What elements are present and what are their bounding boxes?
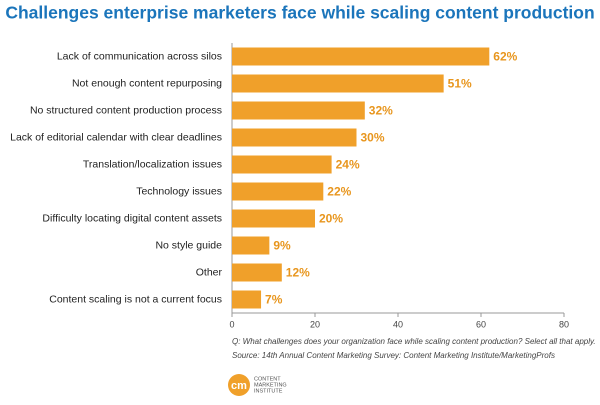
y-tick-label: Difficulty locating digital content asse… bbox=[42, 212, 222, 224]
y-tick-label: Other bbox=[196, 266, 223, 278]
y-tick-label: Content scaling is not a current focus bbox=[49, 293, 222, 305]
x-tick-label: 80 bbox=[559, 319, 569, 329]
note: Q: What challenges does your organizatio… bbox=[232, 337, 596, 346]
value-label: 51% bbox=[448, 77, 472, 91]
bar bbox=[232, 236, 270, 255]
bar bbox=[232, 155, 332, 174]
y-tick-label: Lack of editorial calendar with clear de… bbox=[10, 131, 222, 143]
bar bbox=[232, 290, 262, 309]
bar bbox=[232, 74, 444, 93]
y-tick-label: Not enough content repurposing bbox=[72, 77, 222, 89]
bar bbox=[232, 182, 324, 201]
value-label: 24% bbox=[336, 158, 360, 172]
y-tick-label: Lack of communication across silos bbox=[57, 50, 222, 62]
bar bbox=[232, 47, 490, 66]
bar bbox=[232, 101, 365, 120]
value-label: 22% bbox=[327, 185, 351, 199]
y-tick-label: Translation/localization issues bbox=[83, 158, 222, 170]
bar bbox=[232, 263, 282, 282]
logo-text: INSTITUTE bbox=[254, 388, 283, 394]
value-label: 7% bbox=[265, 293, 283, 307]
x-tick-label: 0 bbox=[229, 319, 234, 329]
x-tick-label: 20 bbox=[310, 319, 320, 329]
logo-text: MARKETING bbox=[254, 382, 287, 388]
value-label: 30% bbox=[361, 131, 385, 145]
value-label: 12% bbox=[286, 266, 310, 280]
logo-circle bbox=[228, 374, 250, 396]
x-tick-label: 60 bbox=[476, 319, 486, 329]
source: Source: 14th Annual Content Marketing Su… bbox=[232, 351, 555, 360]
x-tick-label: 40 bbox=[393, 319, 403, 329]
value-label: 20% bbox=[319, 212, 343, 226]
bar bbox=[232, 209, 315, 228]
value-label: 62% bbox=[493, 50, 517, 64]
bar bbox=[232, 128, 357, 147]
logo-mark: cm bbox=[231, 380, 247, 392]
value-label: 9% bbox=[273, 239, 291, 253]
value-label: 32% bbox=[369, 104, 393, 118]
y-tick-label: No style guide bbox=[155, 239, 222, 251]
y-tick-label: Technology issues bbox=[136, 185, 222, 197]
logo-text: CONTENT bbox=[254, 376, 281, 382]
y-tick-label: No structured content production process bbox=[30, 104, 222, 116]
chart-title: Challenges enterprise marketers face whi… bbox=[5, 3, 594, 23]
